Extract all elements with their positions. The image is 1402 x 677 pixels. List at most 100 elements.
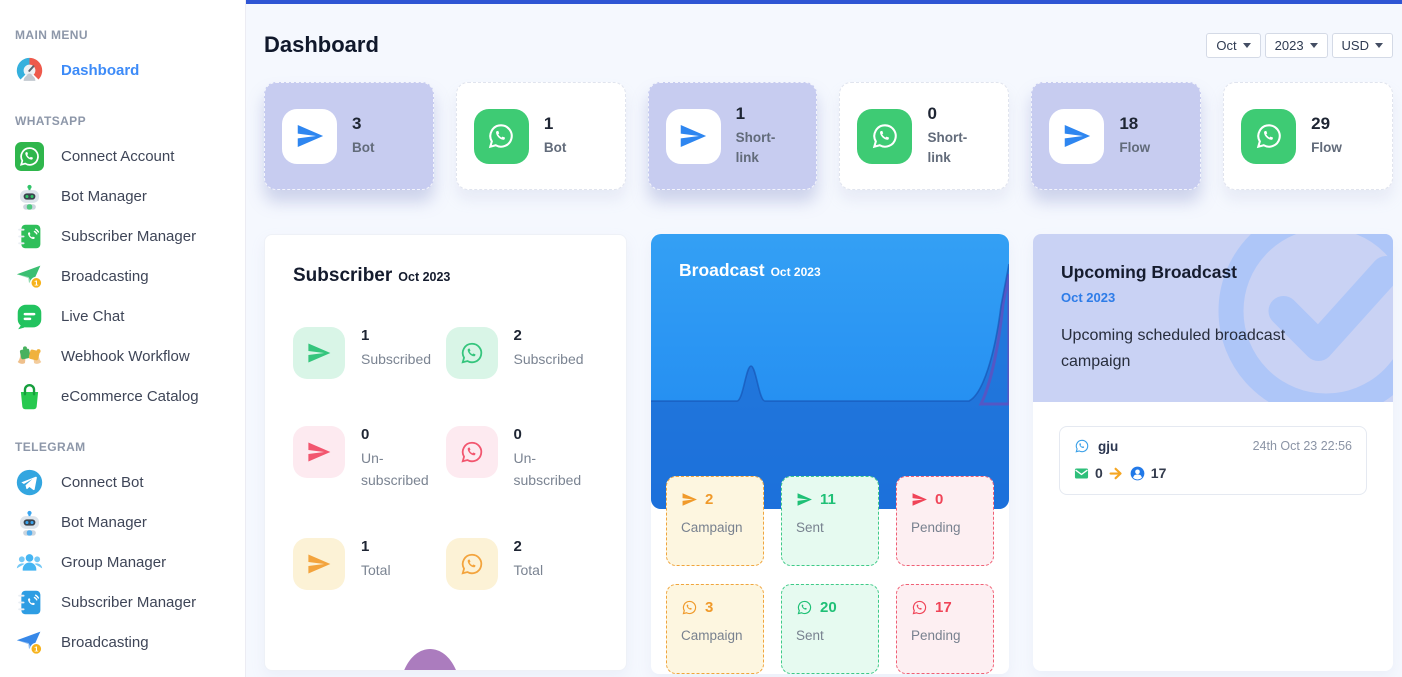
stat-label: Total — [513, 562, 544, 579]
sidebar-item-ecommerce-catalog[interactable]: eCommerce Catalog — [0, 376, 245, 416]
sidebar-item-label: Connect Account — [61, 147, 175, 165]
subscriber-chart-peak — [404, 649, 456, 670]
telegram-plane-icon — [681, 491, 698, 508]
stat-label: Campaign — [681, 628, 743, 643]
stat-label: Campaign — [681, 520, 743, 535]
upcoming-broadcast-period: Oct 2023 — [1061, 290, 1116, 305]
stat-label: Sent — [796, 628, 824, 643]
recipient-count: 17 — [1150, 465, 1167, 481]
envelope-icon — [1074, 466, 1089, 481]
stat-value: 3 — [705, 599, 714, 616]
upcoming-broadcast-list: gju 24th Oct 23 22:56 0 17 — [1033, 402, 1393, 495]
subscriber-period: Oct 2023 — [398, 270, 451, 284]
broadcast-stat-whatsapp-pending: 17 Pending — [896, 584, 994, 674]
stat-value: 29 — [1311, 114, 1331, 134]
whatsapp-icon — [473, 108, 529, 164]
page-title: Dashboard — [264, 32, 379, 57]
stat-value: 1 — [361, 327, 370, 344]
sidebar-item-webhook-workflow[interactable]: Webhook Workflow — [0, 336, 245, 376]
sidebar-item-bot-manager-tg[interactable]: Bot Manager — [0, 502, 245, 542]
broadcast-stat-whatsapp-sent: 20 Sent — [781, 584, 879, 674]
chevron-down-icon — [1242, 43, 1251, 48]
whatsapp-icon — [796, 599, 813, 616]
subscriber-stat-telegram-unsubscribed: 0 Un-subscribed — [293, 426, 446, 491]
whatsapp-icon — [15, 142, 44, 171]
whatsapp-icon — [1074, 438, 1090, 454]
stat-card-telegram-shortlink: 1 Short-link — [647, 82, 818, 190]
stat-value: 20 — [820, 599, 837, 616]
whatsapp-icon — [445, 538, 498, 591]
sidebar-item-label: Bot Manager — [61, 187, 147, 205]
main-content: Dashboard Oct 2023 USD — [246, 0, 1402, 677]
year-filter-dropdown[interactable]: 2023 — [1264, 32, 1328, 58]
broadcast-plane-icon — [15, 262, 44, 291]
stat-value: 0 — [935, 491, 944, 508]
telegram-plane-icon — [293, 327, 345, 379]
telegram-plane-icon — [911, 491, 928, 508]
stat-label: Flow — [1119, 140, 1151, 156]
sidebar-item-broadcasting-tg[interactable]: Broadcasting — [0, 622, 245, 662]
stat-label: Pending — [911, 520, 961, 535]
sidebar-item-group-manager[interactable]: Group Manager — [0, 542, 245, 582]
broadcast-panel-title: Broadcast Oct 2023 — [679, 260, 821, 280]
stat-value: 0 — [927, 104, 937, 124]
sidebar-item-subscriber-manager-tg[interactable]: Subscriber Manager — [0, 582, 245, 622]
sidebar-item-connect-account[interactable]: Connect Account — [0, 136, 245, 176]
sidebar-item-label: Webhook Workflow — [61, 347, 190, 365]
broadcast-plane-icon — [15, 628, 44, 657]
stat-label: Flow — [1311, 140, 1342, 156]
sidebar-item-live-chat[interactable]: Live Chat — [0, 296, 245, 336]
stat-value: 1 — [735, 104, 746, 124]
month-filter-dropdown[interactable]: Oct — [1206, 32, 1261, 58]
broadcast-stat-telegram-campaign: 2 Campaign — [666, 476, 764, 566]
stat-label: Sent — [796, 520, 824, 535]
telegram-plane-icon — [1049, 108, 1105, 164]
sidebar-item-dashboard[interactable]: Dashboard — [0, 50, 245, 90]
sidebar-item-label: Subscriber Manager — [61, 593, 197, 611]
sidebar-item-label: Broadcasting — [61, 267, 149, 285]
sidebar-item-broadcasting-wa[interactable]: Broadcasting — [0, 256, 245, 296]
subscriber-stat-whatsapp-subscribed: 2 Subscribed — [445, 327, 599, 379]
upcoming-broadcast-list-item[interactable]: gju 24th Oct 23 22:56 0 17 — [1059, 426, 1367, 495]
telegram-plane-icon — [293, 426, 345, 478]
broadcast-area-chart — [651, 263, 1009, 509]
panels-row: Subscriber Oct 2023 1 Subscribed 2 Subscr… — [264, 234, 1393, 674]
sidebar-item-subscriber-manager-wa[interactable]: Subscriber Manager — [0, 216, 245, 256]
sidebar-item-label: Bot Manager — [61, 513, 147, 531]
telegram-icon — [15, 468, 44, 497]
contact-book-icon — [15, 222, 44, 251]
stat-label: Short-link — [735, 130, 776, 165]
whatsapp-icon — [857, 108, 913, 164]
sidebar-item-label: Dashboard — [61, 61, 140, 79]
sidebar-item-label: Connect Bot — [61, 473, 144, 491]
upcoming-broadcast-title: Upcoming Broadcast — [1061, 262, 1237, 282]
telegram-plane-icon — [293, 538, 345, 591]
stat-value: 0 — [513, 426, 522, 443]
upcoming-broadcast-panel: Upcoming Broadcast Oct 2023 Upcoming sch… — [1033, 234, 1393, 671]
stat-label: Un-subscribed — [513, 450, 582, 488]
broadcast-panel: Broadcast Oct 2023 2 Campaign 11 — [651, 234, 1009, 674]
year-filter-value: 2023 — [1274, 37, 1304, 53]
sidebar-item-connect-bot[interactable]: Connect Bot — [0, 462, 245, 502]
whatsapp-icon — [445, 327, 498, 379]
sidebar-item-label: Live Chat — [61, 307, 125, 325]
sidebar-item-label: Broadcasting — [61, 633, 149, 651]
stat-label: Subscribed — [361, 351, 432, 367]
sidebar-section-telegram: TELEGRAM — [15, 440, 86, 454]
page-header: Dashboard Oct 2023 USD — [264, 32, 1393, 58]
sidebar-section-main-menu: MAIN MENU — [15, 28, 88, 42]
telegram-plane-icon — [796, 491, 813, 508]
stat-label: Un-subscribed — [361, 450, 429, 488]
subscriber-title-text: Subscriber — [293, 265, 393, 286]
robot-icon — [15, 182, 44, 211]
check-circle-icon — [1201, 234, 1393, 402]
group-icon — [15, 548, 44, 577]
subscriber-stat-telegram-total: 1 Total — [293, 538, 446, 591]
chevron-down-icon — [1309, 43, 1318, 48]
currency-filter-dropdown[interactable]: USD — [1331, 32, 1393, 58]
sidebar-item-bot-manager-wa[interactable]: Bot Manager — [0, 176, 245, 216]
stat-card-telegram-flow: 18 Flow — [1031, 82, 1202, 190]
contact-book-icon — [15, 588, 44, 617]
robot-icon — [15, 508, 44, 537]
